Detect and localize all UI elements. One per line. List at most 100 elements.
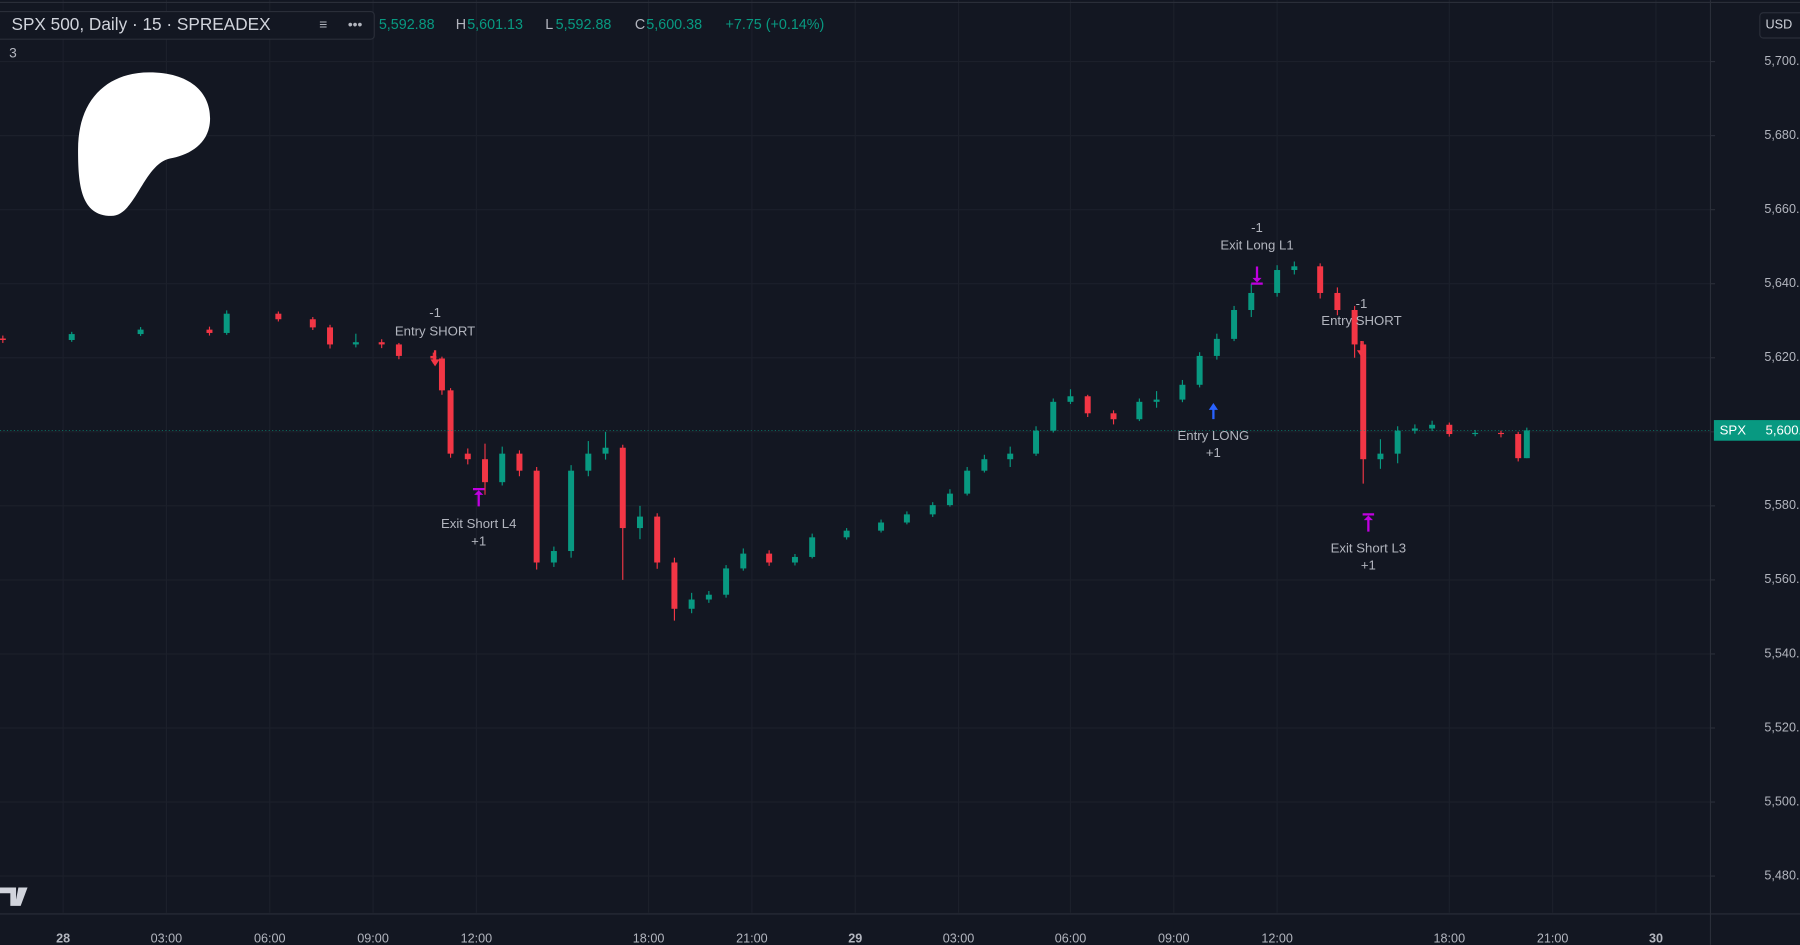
candle-body [585,453,592,471]
candle-body [964,470,971,494]
candle-body [1472,432,1479,435]
trade-qty: +1 [1361,558,1376,573]
candle-body [636,516,643,529]
candle-body [1136,401,1143,420]
x-tick-label: 12:00 [1261,931,1293,945]
x-tick-label: 03:00 [943,931,975,945]
candle-body [0,338,6,340]
x-tick-label: 09:00 [1158,931,1190,945]
ohlc-high: 5,601.13 [467,17,523,33]
y-tick-label: 5,700.00 [1764,54,1800,68]
x-tick-label: 06:00 [1055,931,1087,945]
candle-body [533,470,540,563]
candle-body [1231,310,1238,339]
y-tick-label: 5,580.00 [1764,498,1800,512]
candle-body [1411,428,1418,431]
candle-body [438,358,445,391]
ohlc-label: C [635,17,645,33]
trade-arrow [1362,513,1375,532]
candle-body [464,453,471,460]
candle-body [1084,396,1091,414]
trade-qty: -1 [1356,296,1368,311]
trade-arrow [472,487,485,507]
currency-box[interactable] [1759,12,1800,39]
candle-body [1196,355,1203,385]
plot [0,261,1711,621]
candle-body [946,493,953,506]
candle-body [275,313,282,320]
candle-body [723,568,730,595]
candle-body [1110,413,1117,420]
candle-body [1274,270,1281,293]
candle-body [206,329,213,333]
last-price-label: 5,600.38 [1766,422,1800,437]
candle-body [516,453,523,471]
candle-body [550,551,557,563]
trade-label: Entry SHORT [395,323,475,338]
x-tick-label: 18:00 [1434,931,1466,945]
candle-body [137,329,144,335]
symbol-box[interactable] [0,11,375,40]
candle-body [1377,453,1384,460]
ohlc-label: L [545,17,553,33]
candle-body [740,553,747,569]
x-tick-label: 29 [848,931,862,945]
trade-arrow [1208,403,1218,420]
ohlc-close: 5,600.38 [646,17,702,33]
x-tick-label: 12:00 [461,931,493,945]
trade-label: Exit Short L4 [441,516,517,531]
x-tick-label: 09:00 [357,931,389,945]
y-tick-label: 5,620.00 [1764,350,1800,364]
candle-body [1050,401,1057,431]
y-tick-label: 5,520.00 [1764,720,1800,734]
candle-body [688,599,695,609]
x-tick-label: 21:00 [736,931,768,945]
candle-body [671,562,678,609]
y-tick-label: 5,680.00 [1764,128,1800,142]
trade-label: Entry LONG [1177,428,1249,443]
candle-body [878,522,885,531]
candle-body [430,355,437,359]
candle-body [68,334,75,340]
candle-body [766,553,773,563]
candle-body [352,342,359,345]
candle-body [791,556,798,563]
candle-body [1067,396,1074,402]
candle-body [602,447,609,454]
candle-body [1360,344,1367,460]
trade-qty: -1 [429,305,441,320]
last-price-symbol: SPX [1720,422,1747,437]
ohlc-open: 5,592.88 [379,17,435,33]
candle-body [309,319,316,328]
x-tick-label: 28 [56,931,70,945]
candle-body [1153,399,1160,402]
trade-label: Entry SHORT [1321,313,1401,328]
x-tick-label: 21:00 [1537,931,1569,945]
candle-body [843,530,850,538]
indicator[interactable]: 3 [9,46,17,61]
menu-icon[interactable]: ≡ [319,17,327,32]
trade-arrow [1251,266,1263,285]
currency[interactable]: USD [1766,18,1793,32]
candle-body [1033,430,1040,454]
candle-body [395,344,402,356]
y-tick-label: 5,500.00 [1764,794,1800,808]
candle-body [1007,453,1014,460]
y-tick-label: 5,540.00 [1764,646,1800,660]
candle-body [499,453,506,483]
more-icon[interactable]: ••• [348,17,363,32]
candle-body [654,516,661,563]
candle-body [482,459,488,483]
y-tick-label: 5,640.00 [1764,276,1800,290]
y-tick-label: 5,660.00 [1764,202,1800,216]
ohlc-label: H [456,17,466,33]
candle-body [378,342,385,345]
symbol[interactable]: SPX 500, Daily · 15 · SPREADEX [11,14,271,34]
grid [0,0,1710,913]
candle-body [1291,266,1298,271]
candle-body [1179,384,1186,400]
candle-body [1334,292,1341,311]
candle-body [809,537,816,557]
y-tick-label: 5,480.00 [1764,868,1800,882]
